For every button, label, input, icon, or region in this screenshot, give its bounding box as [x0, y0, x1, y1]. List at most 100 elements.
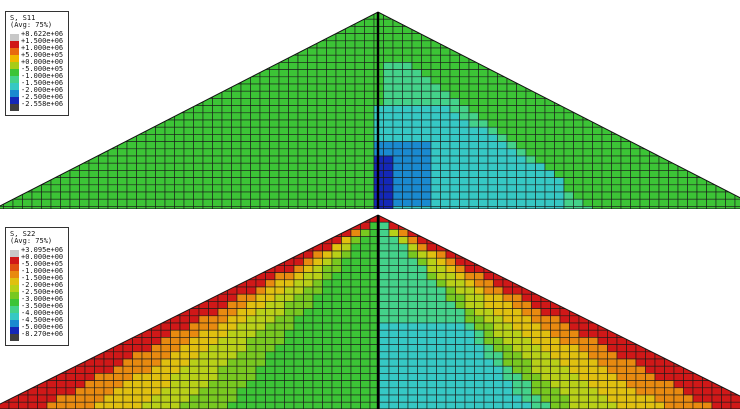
mesh-element — [113, 236, 124, 245]
mesh-element — [98, 162, 109, 171]
mesh-element — [75, 236, 86, 245]
mesh-element — [98, 54, 109, 63]
mesh-element — [79, 76, 90, 85]
mesh-element — [464, 286, 475, 295]
s11-legend-subtitle: (Avg: 75%) — [10, 21, 53, 29]
mesh-element — [255, 394, 266, 403]
mesh-element — [474, 215, 485, 223]
mesh-element — [464, 243, 475, 252]
mesh-element — [307, 47, 318, 56]
mesh-element — [160, 272, 171, 281]
mesh-element — [502, 229, 513, 237]
mesh-element — [122, 301, 133, 309]
mesh-element — [664, 373, 675, 381]
mesh-element — [269, 155, 280, 164]
mesh-element — [274, 358, 285, 367]
mesh-element — [702, 351, 713, 360]
mesh-element — [189, 265, 200, 273]
mesh-element — [725, 98, 736, 106]
mesh-element — [725, 18, 736, 27]
mesh-element — [592, 206, 603, 209]
mesh-element — [122, 329, 133, 338]
mesh-element — [607, 265, 618, 273]
mesh-element — [65, 387, 76, 396]
mesh-element — [601, 62, 612, 70]
mesh-element — [208, 337, 219, 345]
mesh-element — [687, 62, 698, 70]
mesh-element — [284, 329, 295, 338]
mesh-element — [227, 250, 238, 259]
mesh-element — [69, 40, 80, 49]
mesh-element — [88, 12, 99, 20]
mesh-element — [307, 98, 318, 106]
mesh-element — [516, 90, 527, 99]
mesh-element — [493, 250, 504, 259]
mesh-element — [141, 315, 152, 324]
mesh-element — [635, 401, 646, 409]
mesh-element — [487, 191, 498, 200]
mesh-element — [426, 293, 437, 302]
mesh-element — [540, 351, 551, 360]
mesh-element — [440, 54, 451, 63]
mesh-element — [597, 394, 608, 403]
mesh-element — [597, 401, 608, 409]
mesh-element — [231, 162, 242, 171]
mesh-element — [673, 373, 684, 381]
legend-label: -5.000e+05 — [21, 260, 64, 268]
mesh-element — [183, 148, 194, 157]
mesh-element — [122, 215, 133, 223]
mesh-element — [440, 141, 451, 150]
mesh-element — [588, 286, 599, 295]
mesh-element — [654, 243, 665, 252]
mesh-element — [284, 344, 295, 353]
mesh-element — [341, 257, 352, 266]
mesh-element — [649, 141, 660, 150]
mesh-element — [597, 308, 608, 317]
mesh-element — [392, 26, 403, 34]
mesh-element — [459, 141, 470, 150]
mesh-element — [155, 76, 166, 85]
mesh-element — [521, 358, 532, 367]
mesh-element — [284, 243, 295, 252]
mesh-element — [269, 198, 280, 207]
mesh-element — [183, 98, 194, 106]
mesh-element — [22, 177, 33, 186]
mesh-element — [3, 177, 14, 186]
mesh-element — [27, 401, 38, 409]
mesh-element — [630, 206, 641, 209]
mesh-element — [307, 90, 318, 99]
mesh-element — [3, 162, 14, 171]
mesh-element — [236, 293, 247, 302]
mesh-element — [198, 272, 209, 281]
mesh-element — [535, 141, 546, 150]
mesh-element — [730, 315, 740, 324]
mesh-element — [236, 373, 247, 381]
mesh-element — [103, 257, 114, 266]
mesh-element — [559, 293, 570, 302]
mesh-element — [649, 206, 660, 209]
mesh-element — [658, 12, 669, 20]
mesh-element — [711, 351, 722, 360]
mesh-element — [535, 162, 546, 171]
mesh-element — [164, 18, 175, 27]
mesh-element — [559, 250, 570, 259]
mesh-element — [493, 286, 504, 295]
mesh-element — [630, 33, 641, 42]
mesh-element — [430, 191, 441, 200]
mesh-element — [350, 322, 361, 331]
mesh-element — [607, 257, 618, 266]
mesh-element — [611, 69, 622, 78]
mesh-element — [616, 308, 627, 317]
mesh-element — [208, 229, 219, 237]
mesh-element — [312, 373, 323, 381]
mesh-element — [455, 257, 466, 266]
mesh-element — [117, 83, 128, 92]
mesh-element — [440, 12, 451, 20]
mesh-element — [478, 90, 489, 99]
mesh-element — [683, 279, 694, 288]
mesh-element — [379, 229, 390, 237]
mesh-element — [421, 184, 432, 193]
mesh-element — [278, 148, 289, 157]
mesh-element — [360, 322, 371, 331]
mesh-element — [145, 12, 156, 20]
